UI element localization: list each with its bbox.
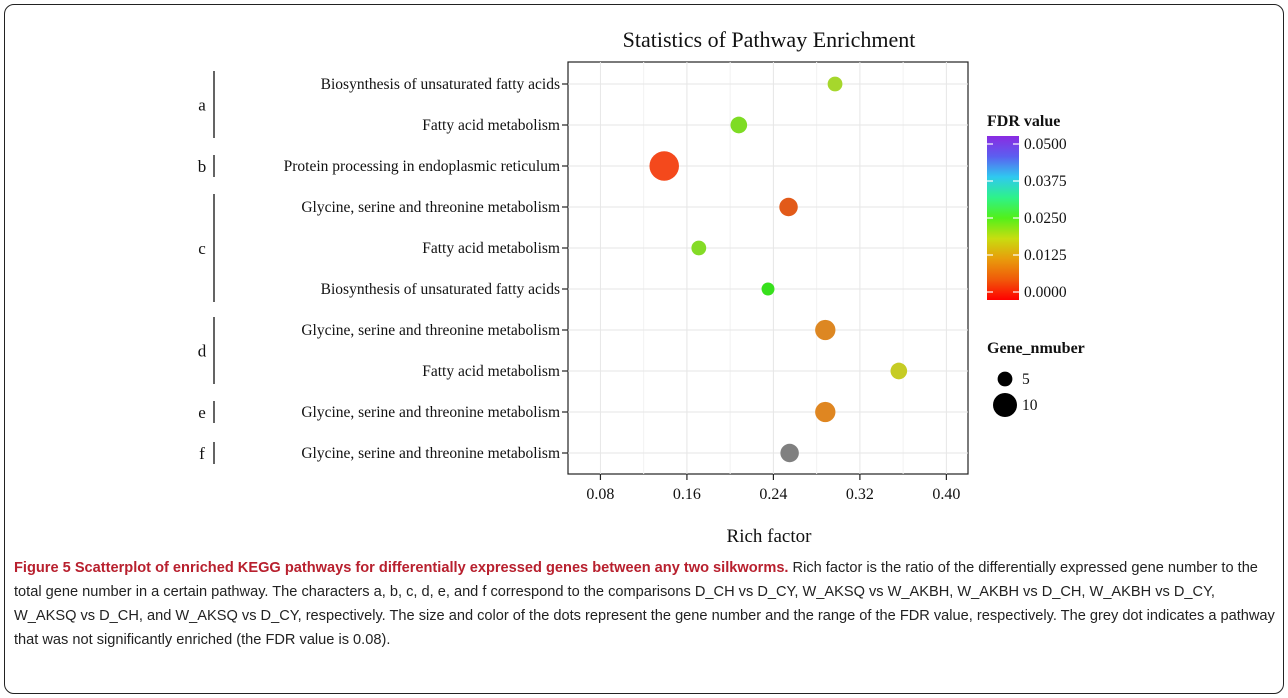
caption-lead: Figure 5 Scatterplot of enriched KEGG pa… — [14, 560, 789, 576]
x-axis-label: Rich factor — [727, 526, 813, 547]
size-legend-dot — [997, 371, 1013, 387]
size-legend-dot — [993, 393, 1017, 417]
data-point — [827, 76, 843, 92]
fdr-label: 0.0125 — [1024, 247, 1067, 264]
figure-frame — [4, 4, 1284, 694]
data-point — [691, 240, 707, 256]
scatter-chart: Statistics of Pathway Enrichment Biosynt… — [198, 27, 1085, 547]
y-tick-label: Glycine, serine and threonine metabolism — [301, 445, 560, 462]
y-tick-label: Fatty acid metabolism — [422, 363, 560, 380]
group-label: e — [198, 403, 206, 422]
x-tick-label: 0.08 — [586, 486, 614, 503]
data-point — [815, 319, 836, 341]
fdr-label: 0.0250 — [1024, 210, 1067, 227]
y-tick-label: Protein processing in endoplasmic reticu… — [284, 158, 560, 175]
grid — [568, 62, 968, 474]
x-tick-label: 0.24 — [759, 486, 787, 503]
data-point — [890, 362, 908, 380]
data-point — [815, 401, 836, 423]
figure-caption: Figure 5 Scatterplot of enriched KEGG pa… — [14, 556, 1276, 652]
group-label: d — [198, 342, 207, 361]
caption-body: Rich factor is the ratio of the differen… — [14, 560, 1275, 648]
size-legend-label: 10 — [1022, 397, 1038, 414]
group-label: c — [198, 239, 206, 258]
y-tick-label: Glycine, serine and threonine metabolism — [301, 199, 560, 216]
group-brackets: a b c d e f — [198, 71, 215, 464]
size-legend-label: 5 — [1022, 371, 1030, 388]
points — [649, 76, 908, 463]
pathway-labels: Biosynthesis of unsaturated fatty acids F… — [284, 76, 568, 462]
x-tick-label: 0.32 — [846, 486, 874, 503]
data-point — [649, 151, 679, 181]
y-tick-label: Glycine, serine and threonine metabolism — [301, 322, 560, 339]
data-point — [779, 197, 798, 217]
fdr-legend-title: FDR value — [987, 113, 1060, 130]
y-tick-label: Glycine, serine and threonine metabolism — [301, 404, 560, 421]
plot-panel — [567, 61, 969, 475]
y-tick-label: Biosynthesis of unsaturated fatty acids — [321, 281, 560, 298]
fdr-label: 0.0375 — [1024, 173, 1067, 190]
chart-title: Statistics of Pathway Enrichment — [623, 27, 916, 52]
x-ticks: 0.08 0.16 0.24 0.32 0.40 — [586, 474, 960, 503]
y-tick-label: Biosynthesis of unsaturated fatty acids — [321, 76, 560, 93]
size-legend-title: Gene_nmuber — [987, 340, 1085, 357]
data-point — [761, 282, 775, 296]
size-legend: Gene_nmuber 5 10 — [987, 340, 1085, 417]
y-tick-label: Fatty acid metabolism — [422, 117, 560, 134]
fdr-label: 0.0000 — [1024, 284, 1067, 301]
y-tick-label: Fatty acid metabolism — [422, 240, 560, 257]
data-point — [780, 443, 799, 463]
group-label: a — [198, 96, 206, 115]
data-point — [730, 116, 748, 134]
fdr-legend: FDR value 0.0500 0.0375 0.0250 0.0125 0.0000 — [987, 113, 1067, 301]
x-tick-label: 0.40 — [932, 486, 960, 503]
x-tick-label: 0.16 — [673, 486, 701, 503]
group-label: f — [199, 444, 205, 463]
group-label: b — [198, 157, 207, 176]
fdr-label: 0.0500 — [1024, 136, 1067, 153]
